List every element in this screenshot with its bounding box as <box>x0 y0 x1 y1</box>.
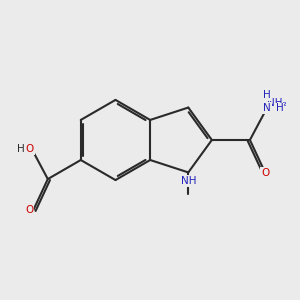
Text: H: H <box>263 90 271 100</box>
Text: NH₂: NH₂ <box>267 98 286 108</box>
Text: O: O <box>25 205 33 215</box>
Text: O: O <box>261 168 269 178</box>
Text: H: H <box>276 103 283 113</box>
Text: H: H <box>17 144 24 154</box>
Text: O: O <box>26 144 34 154</box>
Text: N: N <box>263 103 271 113</box>
Text: NH: NH <box>181 176 196 186</box>
